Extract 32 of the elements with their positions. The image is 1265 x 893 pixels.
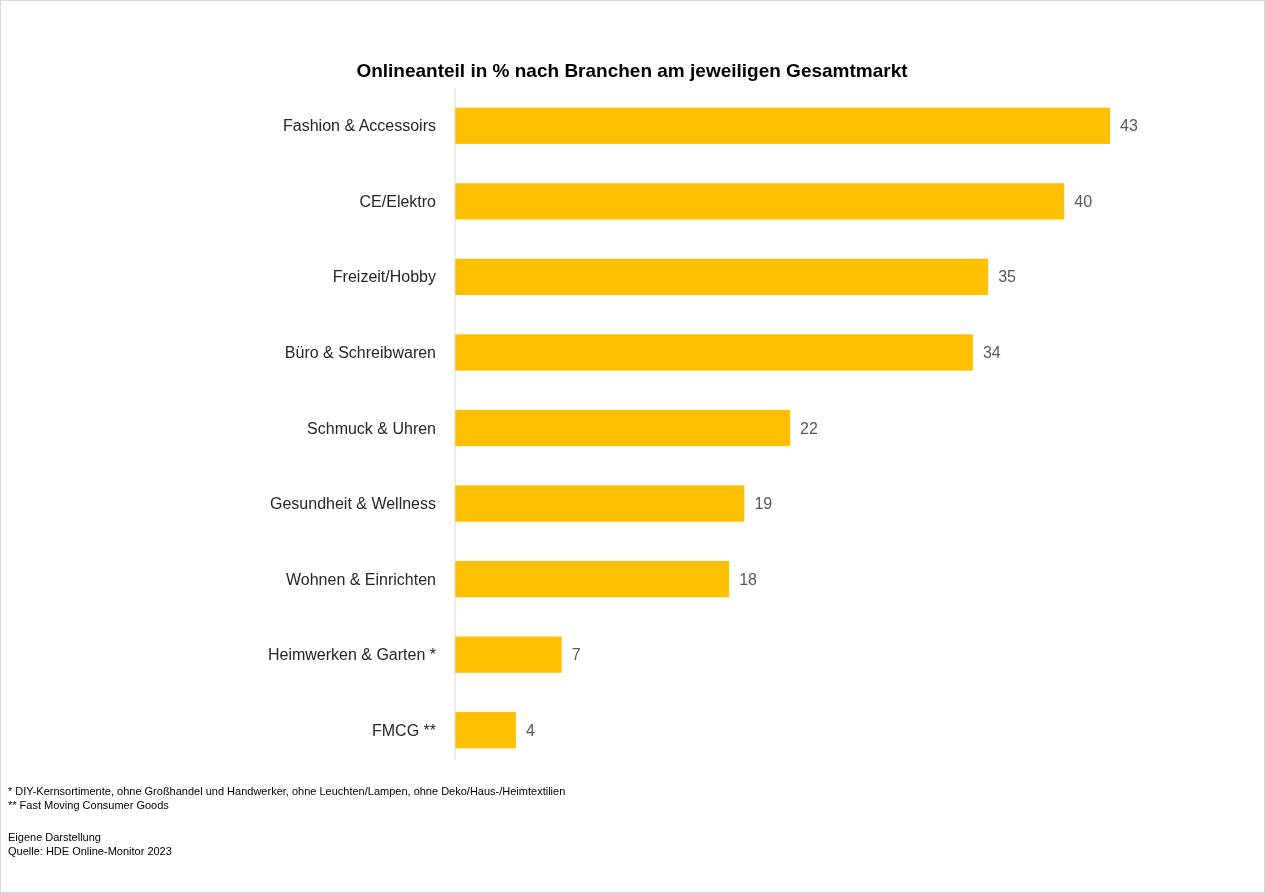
data-label: 22 [800,419,819,437]
data-label: 7 [571,646,581,664]
y-tick-label: Fashion & Accessoirs [283,117,436,135]
y-tick-label: Schmuck & Uhren [307,419,436,437]
data-label: 18 [739,570,758,588]
y-tick-label: Heimwerken & Garten * [267,646,436,664]
data-label: 43 [1120,117,1138,135]
bar [455,636,562,673]
data-label: 35 [998,268,1017,286]
y-tick-label: Wohnen & Einrichten [285,570,436,588]
y-tick-label: Gesundheit & Wellness [269,495,436,513]
data-label: 4 [525,721,535,739]
text: ** Fast Moving Consumer Goods [8,799,170,811]
text: Eigene Darstellung [8,831,101,843]
text: * DIY-Kernsortimente, ohne Großhandel und Handwerker, ohne Leuchten/Lampen, ohne Deko/Haus-/Heimtextilien [8,785,566,797]
bar [455,560,730,598]
bar [455,334,973,371]
bar [455,258,989,296]
bar [455,409,791,447]
bar [455,712,516,749]
bar [455,107,1110,144]
data-label: 34 [982,344,1001,362]
data-label: 40 [1074,192,1093,210]
source-note: Quelle: HDE Online-Monitor 2023 [8,845,172,857]
bar [455,183,1065,220]
y-tick-label: Freizeit/Hobby [332,268,436,286]
chart-title: Onlineanteil in % nach Branchen am jeweiligen Gesamtmarkt [356,60,909,81]
y-tick-label: FMCG ** [372,721,436,739]
bar [455,485,745,522]
y-tick-label: Büro & Schreibwaren [284,344,436,362]
y-tick-label: CE/Elektro [359,192,437,210]
data-label: 19 [754,495,773,513]
